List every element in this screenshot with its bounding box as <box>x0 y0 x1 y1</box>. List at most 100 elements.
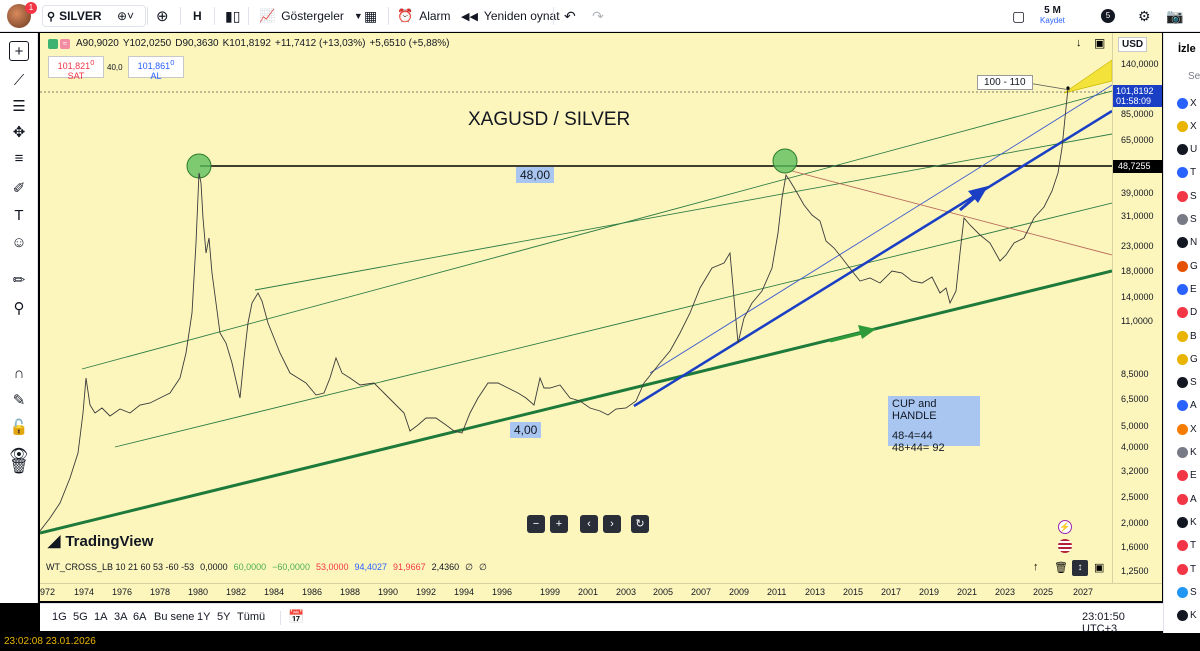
currency-label[interactable]: USD <box>1118 37 1148 52</box>
watchlist-item[interactable]: K <box>1177 608 1200 624</box>
layout-save-button[interactable]: 5 M Kaydet <box>1040 0 1065 32</box>
add-symbol-icon[interactable]: ⊕ <box>156 8 169 25</box>
timeframe-button[interactable]: Bu sene <box>154 611 195 623</box>
rising-blue-trendline[interactable] <box>633 109 1112 408</box>
watchlist-item[interactable]: S <box>1177 188 1200 204</box>
thin-blue-trendline[interactable] <box>649 84 1112 374</box>
arrow-down-icon[interactable]: ↓ <box>1076 37 1082 49</box>
reset-chart-button[interactable]: ↻ <box>631 515 649 533</box>
label-48[interactable]: 48,00 <box>516 167 555 183</box>
alert-button[interactable]: ⏰ Alarm <box>397 0 451 32</box>
pattern-icon[interactable]: ✥ <box>12 124 26 141</box>
trendline-icon[interactable]: ⟋ <box>13 72 25 89</box>
zoom-out-button[interactable]: − <box>527 515 545 533</box>
cup-handle-note[interactable]: CUP and HANDLE 48-4=44 48+44= 92 <box>888 396 980 454</box>
watchlist-item[interactable]: B <box>1177 328 1200 344</box>
time-axis[interactable]: 972 1974 1976 1978 1980 1982 1984 1986 1988 1990 1… <box>40 583 1162 601</box>
watchlist-item[interactable]: U <box>1177 142 1200 158</box>
watchlist-item[interactable]: A <box>1177 398 1200 414</box>
watchlist-item[interactable]: D <box>1177 305 1200 321</box>
watchlist-item[interactable]: T <box>1177 165 1200 181</box>
symbol-search-input[interactable]: ⚲ SILVER <box>42 5 146 27</box>
tradingview-watermark[interactable]: ◢ TradingView <box>48 531 153 551</box>
chart-type-icon[interactable]: ▮▯ <box>225 7 241 24</box>
chart-pane[interactable]: ≈ A90,9020 Y102,0250 D90,3630 K101,8192 … <box>40 33 1112 583</box>
camera-icon[interactable]: 📷 <box>1166 7 1184 24</box>
replay-button[interactable]: ◀◀ Yeniden oynat <box>461 0 560 32</box>
timeframe-button[interactable]: 1A <box>94 611 108 623</box>
ruler-icon[interactable]: ✏ <box>12 272 26 289</box>
maximize-indicator-icon[interactable]: ▣ <box>1094 562 1105 574</box>
watchlist-item[interactable]: S <box>1177 212 1200 228</box>
maximize-icon[interactable]: ▣ <box>1094 36 1106 50</box>
timeframe-button[interactable]: 3A <box>114 611 128 623</box>
badge-button[interactable]: 5 <box>1101 0 1115 32</box>
zoom-in-button[interactable]: + <box>550 515 568 533</box>
brush-icon[interactable]: ✐ <box>12 180 26 197</box>
lock-drawing-icon[interactable]: ✎ <box>12 392 26 409</box>
watchlist-item[interactable]: G <box>1177 351 1200 367</box>
timeframe-button[interactable]: Tümü <box>237 611 266 623</box>
timeframe-button[interactable]: 5G <box>73 611 88 623</box>
watchlist-item[interactable]: K <box>1177 445 1200 461</box>
delete-indicator-icon[interactable]: 🗑 <box>1054 562 1068 574</box>
text-icon[interactable]: T <box>14 207 24 224</box>
zoom-icon[interactable]: ⚲ <box>13 300 25 317</box>
watchlist-title[interactable]: İzle <box>1178 43 1196 55</box>
watchlist-item[interactable]: E <box>1177 281 1200 297</box>
long-term-support-line[interactable] <box>40 269 1112 535</box>
arrow-up-icon[interactable]: ↑ <box>1033 561 1039 573</box>
watchlist-item[interactable]: N <box>1177 235 1200 251</box>
trash-icon[interactable]: 🗑 <box>9 458 29 475</box>
watchlist-item[interactable]: T <box>1177 538 1200 554</box>
scroll-right-button[interactable]: › <box>603 515 621 533</box>
chart-canvas[interactable] <box>40 33 1112 583</box>
collapse-indicator-icon[interactable]: ↕ <box>1072 560 1088 576</box>
emoji-icon[interactable]: ☺ <box>11 234 27 251</box>
label-4[interactable]: 4,00 <box>510 422 542 438</box>
sell-button[interactable]: 101,8210 SAT <box>48 56 104 81</box>
watchlist-item[interactable]: X <box>1177 118 1200 134</box>
layouts-icon[interactable]: ▦ <box>364 7 378 24</box>
lightning-icon[interactable]: ⚡ <box>1058 520 1072 534</box>
scroll-left-button[interactable]: ‹ <box>580 515 598 533</box>
channel-mid-line[interactable] <box>254 133 1112 291</box>
legend-wave-icon[interactable]: ≈ <box>60 38 70 49</box>
magnet-icon[interactable]: ∩ <box>13 365 25 382</box>
fib-icon[interactable]: ≡ <box>14 150 24 167</box>
target-label[interactable]: 100 - 110 <box>977 75 1033 90</box>
channel-lower-line[interactable] <box>114 202 1112 448</box>
chart-title[interactable]: XAGUSD / SILVER <box>468 109 631 130</box>
undo-icon[interactable]: ↶ <box>564 7 576 24</box>
channel-upper-line[interactable] <box>81 90 1112 370</box>
watchlist-item[interactable]: S <box>1177 375 1200 391</box>
us-flag-icon[interactable] <box>1058 539 1072 553</box>
resistance-down-line[interactable] <box>791 170 1112 256</box>
gear-icon[interactable]: ⚙ <box>1138 7 1151 24</box>
eye-icon[interactable]: 👁 <box>9 446 29 463</box>
interval-button[interactable]: H <box>193 9 202 23</box>
crosshair-icon[interactable]: + <box>9 41 29 61</box>
watchlist-item[interactable]: A <box>1177 491 1200 507</box>
redo-icon[interactable]: ↷ <box>592 7 604 24</box>
watchlist-item[interactable]: K <box>1177 514 1200 530</box>
watchlist-item[interactable]: T <box>1177 561 1200 577</box>
timeframe-button[interactable]: 6A <box>133 611 147 623</box>
timeframe-button[interactable]: 1Y <box>197 611 211 623</box>
watchlist-item[interactable]: G <box>1177 258 1200 274</box>
peak-2011-circle[interactable] <box>772 148 798 174</box>
horizontal-lines-icon[interactable]: ☰ <box>12 98 26 115</box>
legend-chevron-icon[interactable] <box>48 38 58 49</box>
watchlist-item[interactable]: X <box>1177 95 1200 111</box>
calendar-icon[interactable]: 📅 <box>288 609 305 624</box>
fullscreen-icon[interactable]: ▢ <box>1012 7 1026 24</box>
compare-icon[interactable]: ⊕˅ <box>117 9 135 23</box>
indicator-legend[interactable]: WT_CROSS_LB 10 21 60 53 -60 -53 0,0000 6… <box>46 562 487 573</box>
target-wedge[interactable] <box>1063 59 1112 94</box>
price-axis[interactable]: USD 140,0000110,000085,000065,000039,000… <box>1112 33 1162 600</box>
timeframe-button[interactable]: 5Y <box>217 611 231 623</box>
lock-icon[interactable]: 🔓 <box>9 419 29 436</box>
watchlist-item[interactable]: S <box>1177 584 1200 600</box>
watchlist-item[interactable]: E <box>1177 468 1200 484</box>
indicators-button[interactable]: 📈 Göstergeler ▼ <box>259 0 363 32</box>
